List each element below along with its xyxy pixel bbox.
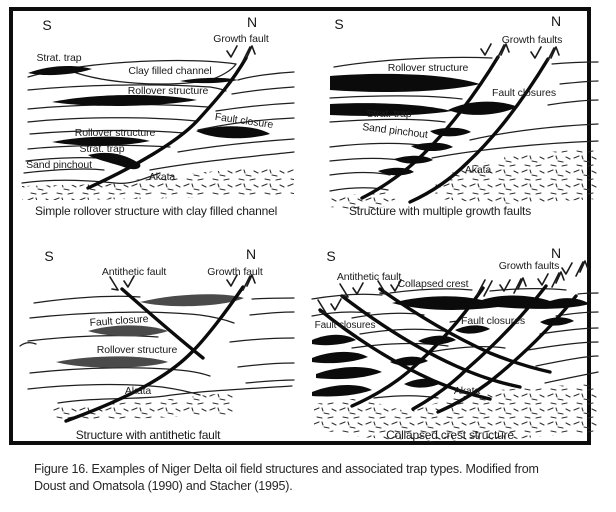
antithetic-fault-trace	[378, 287, 552, 374]
label-growth-fault: Growth fault	[207, 266, 263, 278]
compass-north: N	[550, 13, 562, 29]
panel-1-artwork	[21, 45, 295, 200]
rollover-reservoir-upper	[52, 94, 197, 106]
label-strat-trap: Strat. trap	[36, 52, 82, 64]
antithetic-fault-symbol-icon	[377, 279, 402, 295]
crest-reservoir	[140, 294, 244, 307]
sand-pinchout-reservoir	[88, 152, 141, 170]
compass-north: N	[246, 14, 258, 30]
panel-caption: Collapsed crest structure	[386, 428, 514, 442]
fault-closure-reservoir	[312, 351, 368, 364]
fault-slice-reservoir	[430, 127, 471, 137]
akata-shale-texture	[314, 384, 598, 442]
antithetic-fault-trace	[340, 294, 522, 389]
antithetic-fault-symbol-icon	[339, 282, 364, 298]
fault-closure-reservoir	[88, 325, 168, 337]
fault-wedge-reservoir	[418, 335, 456, 345]
growth-fault-symbol-icon	[480, 43, 510, 60]
growth-fault-symbol-icon	[476, 279, 493, 297]
fault-closure-reservoir	[316, 366, 382, 380]
label-fault-closures: Fault closures	[492, 87, 556, 99]
growth-fault-trace	[64, 285, 245, 423]
akata-shale-texture	[52, 392, 235, 420]
label-strat-trap: Strat. trap	[366, 108, 412, 120]
panel-caption: Structure with antithetic fault	[75, 428, 221, 442]
fault-wedge-reservoir	[455, 325, 490, 334]
fault-slice-reservoir	[394, 155, 433, 164]
strat-trap-reservoir	[330, 103, 452, 116]
label-antithetic-fault: Antithetic fault	[101, 266, 167, 278]
figure-border	[9, 7, 591, 445]
label-rollover: Rollover structure	[96, 344, 178, 356]
label-rollover: Rollover structure	[387, 62, 469, 74]
growth-fault-trace	[408, 57, 550, 204]
compass-north: N	[550, 245, 562, 261]
growth-fault-symbol-icon	[226, 274, 256, 291]
akata-shale-texture	[330, 192, 400, 211]
label-rollover-lower: Rollover structure	[74, 127, 156, 139]
label-strat-trap-lower: Strat. trap	[79, 143, 125, 155]
growth-fault-symbol-icon	[226, 45, 256, 62]
akata-shale-texture	[428, 149, 598, 204]
growth-fault-trace	[411, 284, 548, 411]
antithetic-fault-trace	[318, 308, 492, 401]
growth-fault-trace	[86, 56, 248, 190]
fault-closure-reservoir	[196, 126, 270, 139]
antithetic-fault-symbol-icon	[109, 275, 135, 291]
rollover-reservoir	[56, 356, 168, 368]
akata-shale-texture	[22, 166, 294, 200]
fault-wedge-reservoir	[540, 317, 574, 326]
compass-south: S	[42, 17, 52, 33]
antithetic-fault-symbol-icon	[317, 298, 342, 314]
figure-caption-line1: Figure 16. Examples of Niger Delta oil f…	[34, 462, 539, 476]
panel-caption: Structure with multiple growth faults	[348, 204, 531, 218]
label-clay-channel: Clay filled channel	[128, 65, 212, 77]
label-sand-pinchout: Sand pinchout	[26, 159, 92, 171]
growth-fault-symbol-icon	[561, 260, 589, 277]
growth-fault-trace	[436, 294, 578, 414]
label-collapsed-crest: Collapsed crest	[397, 278, 469, 290]
label-fault-closures-right: Fault closures	[461, 315, 525, 327]
channel-base-reservoir	[180, 77, 238, 84]
growth-fault-symbol-icon	[530, 46, 560, 63]
label-rollover-upper: Rollover structure	[127, 85, 209, 97]
compass-south: S	[326, 248, 336, 264]
compass-south: S	[44, 248, 54, 264]
label-fault-closures-left: Fault closures	[314, 320, 376, 331]
label-growth-faults: Growth faults	[501, 34, 563, 46]
collapsed-crest-reservoir	[392, 295, 590, 310]
label-growth-fault: Growth fault	[213, 33, 269, 45]
growth-fault-trace	[350, 286, 485, 408]
figure-caption: Figure 16. Examples of Niger Delta oil f…	[34, 461, 586, 495]
panel-4-artwork	[311, 260, 599, 442]
panel-caption: Simple rollover structure with clay fill…	[34, 204, 278, 218]
label-akata: Akata	[464, 164, 492, 176]
strat-trap-reservoir	[28, 65, 92, 76]
growth-fault-trace	[360, 55, 500, 200]
label-akata: Akata	[124, 385, 152, 397]
label-akata: Akata	[453, 385, 481, 397]
rollover-reservoir-lower	[52, 136, 150, 146]
rollover-reservoir	[330, 73, 480, 92]
label-growth-faults: Growth faults	[498, 260, 560, 272]
compass-north: N	[245, 246, 257, 262]
growth-fault-symbol-icon	[499, 277, 527, 294]
panel-3-artwork	[19, 274, 295, 423]
label-akata: Akata	[148, 171, 176, 183]
panel-2-artwork	[329, 43, 599, 211]
compass-south: S	[334, 16, 344, 32]
growth-fault-symbol-icon	[537, 271, 565, 288]
label-antithetic-fault: Antithetic fault	[336, 271, 402, 283]
fault-closure-reservoir	[312, 334, 356, 346]
figure-caption-line2: Doust and Omatsola (1990) and Stacher (1…	[34, 479, 293, 493]
fault-closure-reservoir	[312, 384, 372, 397]
